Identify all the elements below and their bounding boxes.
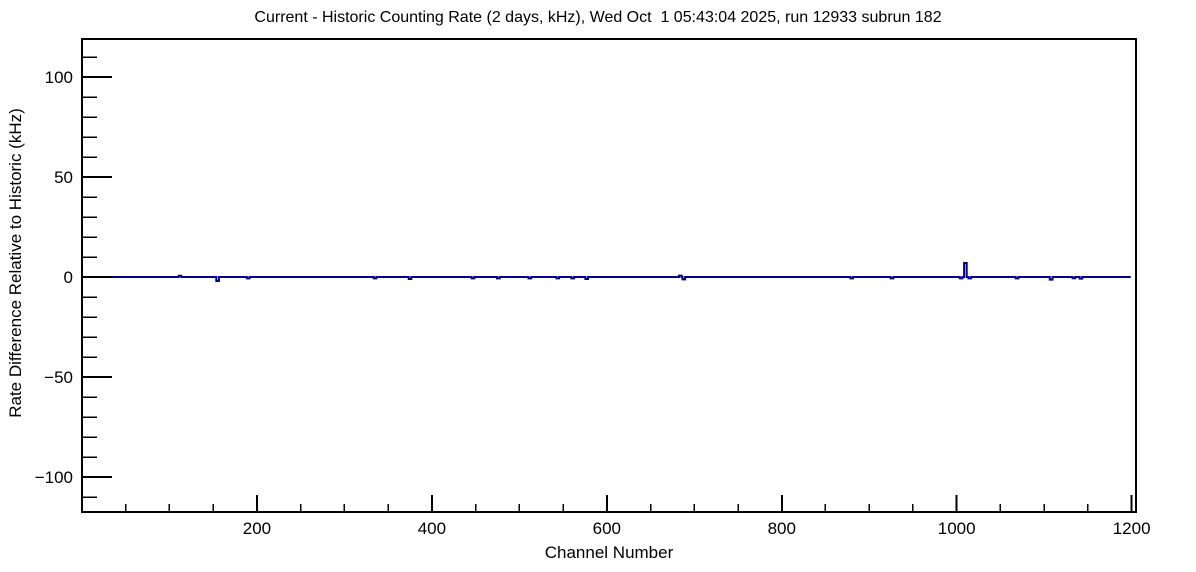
- x-tick-label: 1200: [1113, 519, 1151, 538]
- plot-frame: [81, 38, 1137, 513]
- y-tick-label: 100: [45, 68, 73, 87]
- y-tick-label: 50: [54, 168, 73, 187]
- y-axis-title: Rate Difference Relative to Historic (kH…: [6, 108, 25, 418]
- x-tick-label: 200: [243, 519, 271, 538]
- chart-title: Current - Historic Counting Rate (2 days…: [254, 9, 942, 26]
- x-tick-label: 600: [593, 519, 621, 538]
- y-tick-label: −50: [44, 368, 73, 387]
- x-axis-title: Channel Number: [544, 543, 674, 562]
- data-series-line: [112, 262, 1131, 282]
- x-tick-label: 800: [768, 519, 796, 538]
- y-tick-label: −100: [35, 468, 73, 487]
- x-tick-label: 1000: [938, 519, 976, 538]
- x-tick-label: 400: [418, 519, 446, 538]
- y-tick-label: 0: [64, 268, 73, 287]
